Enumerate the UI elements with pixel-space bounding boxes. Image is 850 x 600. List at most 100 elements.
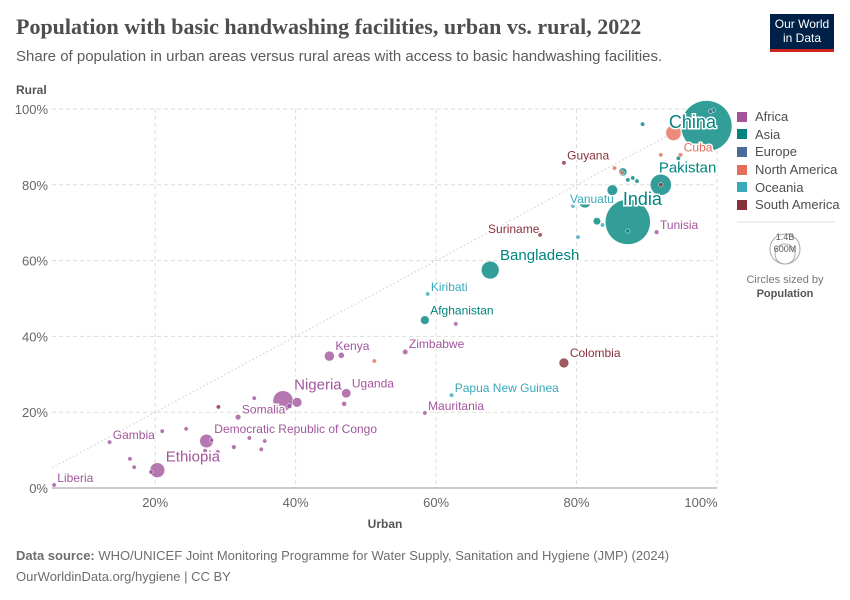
y-axis-label: Rural <box>16 83 47 97</box>
data-point <box>324 350 335 362</box>
data-point <box>246 435 252 441</box>
point-label: Papua New Guinea <box>455 381 559 395</box>
legend-item-south-america[interactable]: South America <box>737 196 840 214</box>
y-tick-label: 40% <box>22 329 48 344</box>
data-point <box>107 439 113 445</box>
chart-title: Population with basic handwashing facili… <box>16 14 642 39</box>
size-legend-small-label: 600M <box>774 244 797 254</box>
region-legend: Africa Asia Europe North America Oceania Sout… <box>737 108 840 214</box>
data-point <box>453 321 459 327</box>
x-tick-label: 20% <box>142 495 168 510</box>
legend-item-europe[interactable]: Europe <box>737 143 840 161</box>
size-legend-circle-small <box>774 243 796 265</box>
legend-swatch <box>737 199 747 210</box>
y-tick-label: 60% <box>22 254 48 269</box>
data-point <box>262 438 268 444</box>
point-label: Uganda <box>352 377 394 391</box>
data-point <box>675 155 681 161</box>
size-legend-caption: Circles sized by <box>746 274 824 286</box>
data-point <box>231 444 237 450</box>
legend-label: Europe <box>755 144 797 160</box>
legend-label: Africa <box>755 109 789 125</box>
source-label: Data source: <box>16 548 95 563</box>
data-point <box>570 203 576 209</box>
data-point <box>612 165 617 171</box>
data-point <box>658 152 664 158</box>
x-axis-label: Urban <box>368 517 403 531</box>
data-point <box>592 217 601 226</box>
point-label: Somalia <box>242 402 286 416</box>
legend-item-africa[interactable]: Africa <box>737 108 840 126</box>
source-text: WHO/UNICEF Joint Monitoring Programme fo… <box>98 548 670 563</box>
data-point <box>159 428 165 434</box>
point-label: Liberia <box>57 471 93 485</box>
data-point <box>619 170 625 176</box>
legend-swatch <box>737 164 747 175</box>
point-label: Ethiopia <box>166 449 221 466</box>
data-point <box>640 121 646 127</box>
point-label: Afghanistan <box>430 304 493 318</box>
data-point <box>561 160 567 166</box>
data-point <box>630 175 636 181</box>
owid-logo[interactable]: Our World in Data <box>770 14 834 52</box>
point-label: Vanuatu <box>570 192 614 206</box>
legend-label: Oceania <box>755 179 804 195</box>
y-tick-label: 20% <box>22 405 48 420</box>
data-point <box>425 291 431 297</box>
x-tick-label: 40% <box>283 495 309 510</box>
point-label: Suriname <box>488 222 540 236</box>
point-label: Kenya <box>335 339 369 353</box>
legend-item-asia[interactable]: Asia <box>737 126 840 144</box>
legend-label: Asia <box>755 126 781 142</box>
data-point <box>665 124 682 141</box>
data-point <box>208 437 214 443</box>
point-label: Nigeria <box>294 377 342 394</box>
data-point <box>235 414 242 421</box>
point-label: Pakistan <box>659 159 717 176</box>
point-label: Democratic Republic of Congo <box>214 422 377 436</box>
point-label: Bangladesh <box>500 247 579 264</box>
point-label: Gambia <box>113 428 155 442</box>
legend-item-north-america[interactable]: North America <box>737 161 840 179</box>
data-point <box>449 392 455 398</box>
data-point <box>148 469 154 475</box>
y-tick-label: 0% <box>29 481 48 496</box>
legend-item-oceania[interactable]: Oceania <box>737 178 840 196</box>
data-point <box>654 229 660 235</box>
data-point <box>127 456 133 462</box>
data-point <box>215 449 221 455</box>
point-label: Guyana <box>567 149 609 163</box>
reference-line-y-equals-x <box>51 108 718 469</box>
legend-label: North America <box>755 162 838 178</box>
x-tick-label: 80% <box>564 495 590 510</box>
chart-subtitle: Share of population in urban areas versu… <box>16 48 663 65</box>
data-point <box>292 397 303 408</box>
point-label: Zimbabwe <box>409 337 465 351</box>
point-label: Cuba <box>684 141 713 155</box>
data-point <box>625 177 631 183</box>
data-point <box>481 260 500 280</box>
data-point <box>341 401 347 407</box>
data-point <box>51 482 57 488</box>
point-label: China <box>669 112 717 132</box>
data-point <box>578 195 592 209</box>
data-point <box>708 108 714 114</box>
source-link[interactable]: OurWorldinData.org/hygiene | CC BY <box>16 569 231 584</box>
data-point <box>338 352 345 359</box>
data-point <box>625 228 631 234</box>
data-point <box>658 182 664 188</box>
legend-swatch <box>737 111 747 122</box>
data-point <box>537 232 543 238</box>
data-point <box>202 448 208 454</box>
data-point <box>341 388 352 399</box>
data-point <box>402 348 409 355</box>
data-point <box>422 410 428 416</box>
data-source: Data source: WHO/UNICEF Joint Monitoring… <box>16 548 669 563</box>
legend-label: South America <box>755 197 840 213</box>
data-point <box>131 464 137 470</box>
data-point <box>251 395 257 401</box>
data-point <box>634 178 640 184</box>
data-point <box>183 426 189 432</box>
